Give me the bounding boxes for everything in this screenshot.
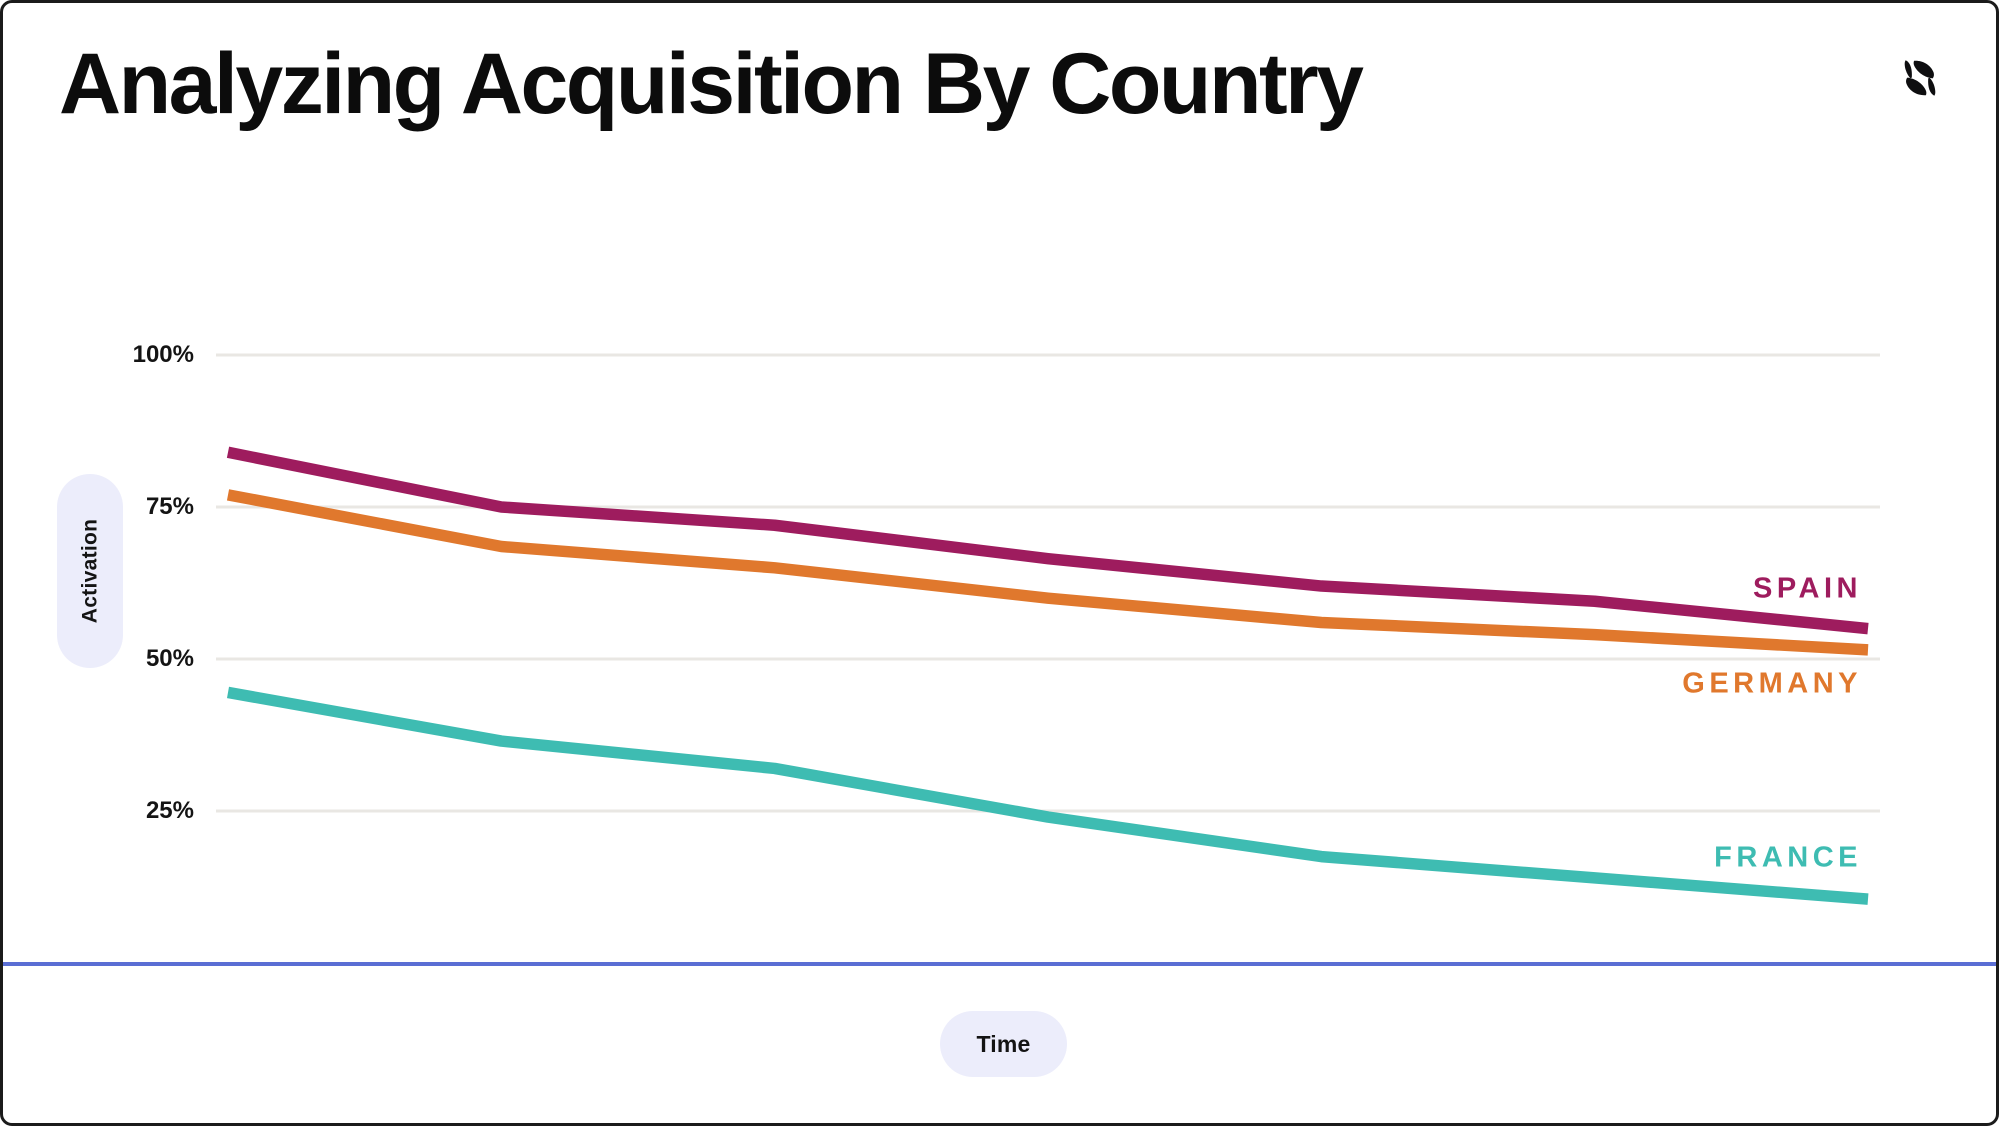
x-axis-label-chip[interactable]: Time	[940, 1011, 1067, 1077]
y-axis-label-chip[interactable]: Activation	[57, 474, 123, 668]
y-tick-label-50: 50%	[145, 645, 194, 672]
logo-fin-large	[1913, 60, 1934, 79]
y-tick-label-75: 75%	[145, 493, 194, 520]
logo-fin-small	[1904, 60, 1912, 79]
series-line-germany	[226, 489, 1869, 656]
y-tick-label-25: 25%	[145, 797, 194, 824]
series-label-spain: SPAIN	[1753, 572, 1862, 605]
y-axis-label: Activation	[78, 518, 102, 624]
series-line-france	[226, 686, 1869, 905]
series-line-spain	[226, 446, 1869, 635]
y-tick-label-100: 100%	[132, 341, 194, 368]
series-label-france: FRANCE	[1714, 841, 1862, 874]
bottom-divider-line	[3, 962, 1996, 966]
series-label-germany: GERMANY	[1682, 667, 1862, 700]
brand-logo	[1889, 53, 1951, 103]
x-axis-label: Time	[976, 1030, 1031, 1057]
line-chart	[216, 353, 1880, 905]
page-title: Analyzing Acquisition By Country	[59, 36, 1364, 132]
brand-logo-icon	[1904, 60, 1936, 96]
